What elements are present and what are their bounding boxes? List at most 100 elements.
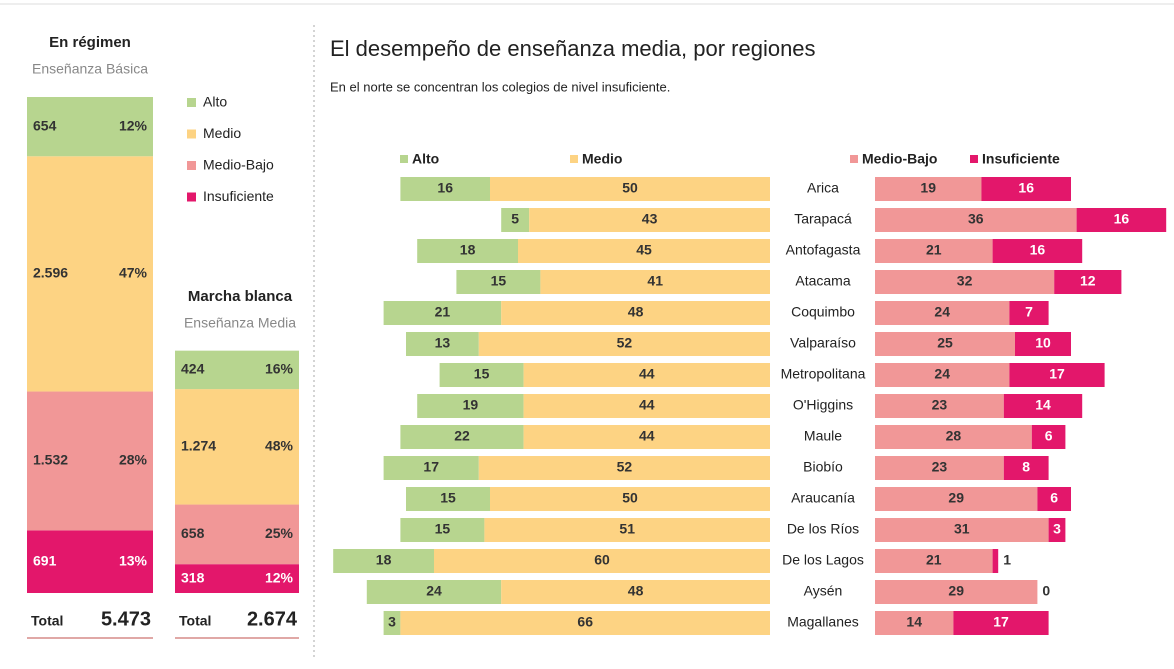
bar-value: 3 <box>1053 521 1061 537</box>
bar-segment <box>1031 425 1066 449</box>
bar-value: 14 <box>1035 397 1051 413</box>
legend-swatch <box>850 155 858 163</box>
bar-value: 25 <box>937 335 953 351</box>
bar-segment <box>875 208 1077 232</box>
bar-value: 21 <box>435 304 451 320</box>
bar-value: 17 <box>1049 366 1065 382</box>
bar-segment <box>434 549 770 573</box>
bar-value: 15 <box>440 490 456 506</box>
bar-value: 52 <box>617 335 633 351</box>
share-label: 28% <box>119 452 148 468</box>
column-segment <box>27 97 153 157</box>
column-subtitle: Enseñanza Básica <box>32 61 148 77</box>
bar-value: 16 <box>437 180 453 196</box>
legend-label: Alto <box>203 94 227 110</box>
bar-value: 0 <box>1042 583 1050 599</box>
bar-value: 66 <box>577 614 593 630</box>
bar-segment <box>875 394 1004 418</box>
legend-label: Medio-Bajo <box>862 151 937 167</box>
bar-value: 15 <box>474 366 490 382</box>
bar-value: 17 <box>423 459 439 475</box>
bar-value: 10 <box>1035 335 1051 351</box>
bar-segment <box>383 611 401 635</box>
region-label: Maule <box>804 428 842 444</box>
bar-segment <box>490 487 770 511</box>
count-label: 654 <box>33 117 57 133</box>
bar-segment <box>875 363 1010 387</box>
region-label: Metropolitana <box>781 366 866 382</box>
bar-value: 50 <box>622 180 638 196</box>
bar-value: 29 <box>948 490 964 506</box>
bar-segment <box>875 425 1032 449</box>
bar-value: 24 <box>934 366 950 382</box>
total-value: 5.473 <box>101 608 151 630</box>
legend-label: Medio <box>203 125 241 141</box>
bar-value: 43 <box>642 211 658 227</box>
bar-value: 18 <box>460 242 476 258</box>
bar-value: 23 <box>932 459 948 475</box>
bar-segment <box>875 270 1055 294</box>
bar-value: 8 <box>1022 459 1030 475</box>
bar-segment <box>406 332 479 356</box>
bar-segment <box>523 363 770 387</box>
bar-value: 19 <box>920 180 936 196</box>
share-label: 12% <box>119 117 148 133</box>
bar-value: 31 <box>954 521 970 537</box>
region-label: De los Ríos <box>787 521 859 537</box>
bar-value: 36 <box>968 211 984 227</box>
total-label: Total <box>31 613 63 629</box>
bar-segment <box>1003 456 1049 480</box>
bar-segment <box>333 549 434 573</box>
bar-value: 24 <box>426 583 442 599</box>
legend-swatch <box>970 155 978 163</box>
legend-swatch <box>570 155 578 163</box>
bar-segment <box>490 177 770 201</box>
region-label: Biobío <box>803 459 843 475</box>
region-label: De los Lagos <box>782 552 864 568</box>
share-label: 47% <box>119 265 148 281</box>
column-segment <box>175 350 299 390</box>
region-label: Magallanes <box>787 614 859 630</box>
bar-segment <box>478 456 770 480</box>
bar-value: 28 <box>946 428 962 444</box>
region-label: Antofagasta <box>786 242 861 258</box>
bar-value: 48 <box>628 304 644 320</box>
bar-segment <box>406 487 490 511</box>
share-label: 48% <box>265 438 294 454</box>
bar-segment <box>875 518 1049 542</box>
region-label: Arica <box>807 180 839 196</box>
bar-value: 29 <box>948 583 964 599</box>
bar-segment <box>501 580 770 604</box>
chart-subtitle: En el norte se concentran los colegios d… <box>330 79 670 94</box>
bar-value: 6 <box>1050 490 1058 506</box>
bar-value: 32 <box>957 273 973 289</box>
bar-value: 22 <box>454 428 470 444</box>
bar-segment <box>875 549 993 573</box>
count-label: 658 <box>181 525 205 541</box>
count-label: 424 <box>181 361 205 377</box>
bar-segment <box>400 611 770 635</box>
column-subtitle: Enseñanza Media <box>184 315 296 331</box>
total-value: 2.674 <box>247 608 298 630</box>
legend-swatch <box>400 155 408 163</box>
region-label: Valparaíso <box>790 335 856 351</box>
bar-segment <box>992 239 1083 263</box>
bar-value: 50 <box>622 490 638 506</box>
bar-segment <box>875 611 954 635</box>
bar-segment <box>417 394 524 418</box>
bar-value: 51 <box>619 521 635 537</box>
share-label: 16% <box>265 361 294 377</box>
total-label: Total <box>179 613 211 629</box>
bar-value: 15 <box>491 273 507 289</box>
bar-segment <box>1076 208 1167 232</box>
column-title: En régimen <box>49 34 131 51</box>
bar-segment <box>1054 270 1122 294</box>
legend-swatch <box>187 161 196 170</box>
bar-value: 45 <box>636 242 652 258</box>
count-label: 1.274 <box>181 438 216 454</box>
legend-swatch <box>187 192 196 202</box>
bar-segment <box>992 549 999 573</box>
bar-segment <box>1048 518 1066 542</box>
bar-value: 41 <box>647 273 663 289</box>
